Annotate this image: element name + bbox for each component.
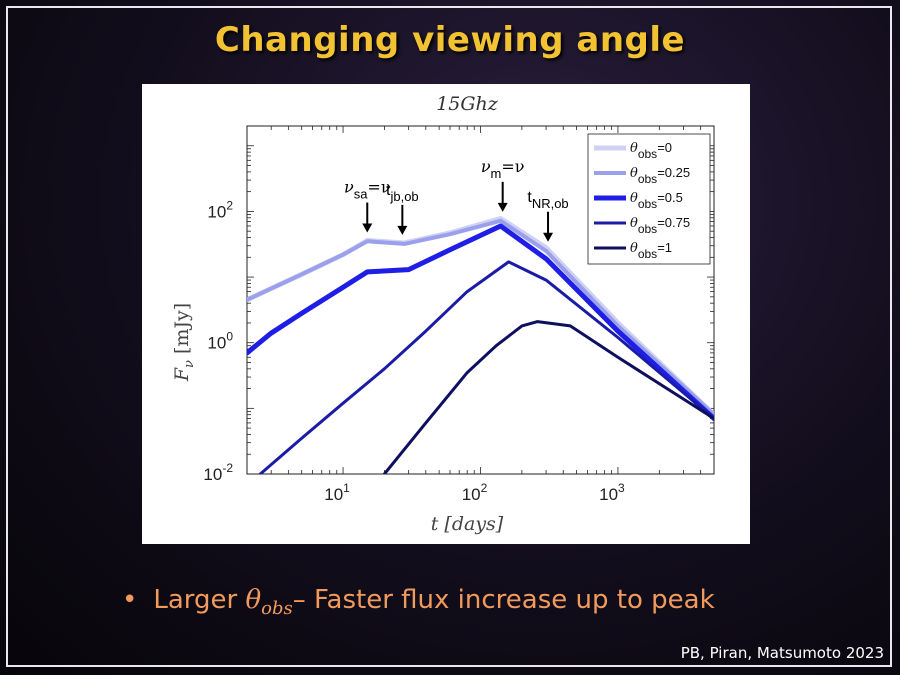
x-tick-label: 101 xyxy=(324,481,350,504)
bullet-theta-subscript: obs xyxy=(261,598,293,619)
series-line-2 xyxy=(247,223,714,421)
y-tick-label: 102 xyxy=(207,198,233,221)
citation: PB, Piran, Matsumoto 2023 xyxy=(680,644,884,662)
legend-entry-0: θobs=0 xyxy=(630,140,672,161)
legend-entry-1: θobs=0.25 xyxy=(630,165,690,186)
bullet-suffix: – Faster flux increase up to peak xyxy=(292,585,715,615)
x-tick-label: 103 xyxy=(599,481,625,504)
annotation-arrow-head xyxy=(397,225,408,235)
bullet-point: • Larger θobs– Faster flux increase up to… xyxy=(122,585,715,619)
y-axis-label: Fν [mJy] xyxy=(171,303,197,382)
series-line-1 xyxy=(247,218,714,417)
annotation-label: νm=ν xyxy=(481,157,525,181)
legend-entry-4: θobs=1 xyxy=(630,240,672,261)
bullet-dot: • xyxy=(122,585,138,615)
chart-figure: 15Ghz νsa=ν tjb,ob νm=ν tNR,ob θobs=0 θobs=0… xyxy=(142,84,750,544)
bullet-prefix: Larger xyxy=(153,585,246,615)
annotation-label: νsa=ν xyxy=(344,178,391,202)
annotation-arrow-head xyxy=(543,232,554,242)
legend-entry-3: θobs=0.75 xyxy=(630,215,690,236)
annotation-arrow-head xyxy=(362,223,373,233)
tick-labels: 101 102 103 10-2 100 102 xyxy=(203,198,625,504)
slide-title: Changing viewing angle xyxy=(214,20,686,60)
x-axis-label: t [days] xyxy=(431,513,504,535)
x-tick-label: 102 xyxy=(462,481,488,504)
axes-frame xyxy=(246,125,715,475)
annotation-label: tjb,ob xyxy=(386,182,419,204)
slide-border xyxy=(6,6,892,667)
series-layer xyxy=(247,216,714,474)
legend-entry-2: θobs=0.5 xyxy=(630,190,683,211)
bullet-theta-symbol: θ xyxy=(245,585,262,615)
y-tick-label: 10-2 xyxy=(203,461,233,484)
annotation-label: tNR,ob xyxy=(527,189,568,211)
annotation-arrow-head xyxy=(497,202,508,212)
chart-title: 15Ghz xyxy=(436,93,499,115)
series-line-4 xyxy=(382,320,714,474)
series-line-3 xyxy=(258,260,714,474)
legend: θobs=0 θobs=0.25 θobs=0.5 θobs=0.75 θobs=1 xyxy=(587,133,711,265)
y-tick-label: 100 xyxy=(207,330,233,353)
